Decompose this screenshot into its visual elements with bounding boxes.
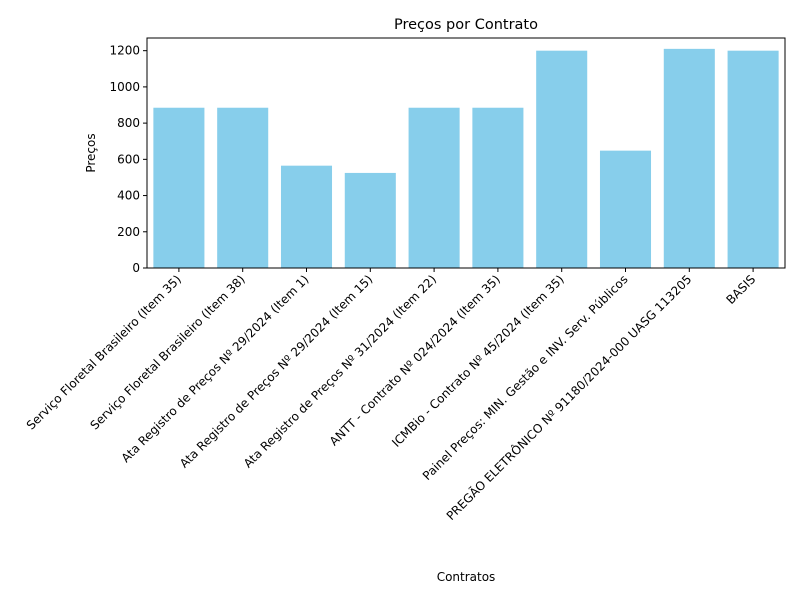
y-tick-label: 200 <box>117 225 140 239</box>
chart-title: Preços por Contrato <box>394 17 538 33</box>
y-axis-title: Preços <box>84 133 98 172</box>
bar <box>472 107 524 268</box>
bar <box>536 50 588 268</box>
y-tick-label: 1000 <box>109 80 140 94</box>
y-axis: 0 200 400 600 800 1000 1200 <box>109 44 147 275</box>
y-tick-label: 600 <box>117 152 140 166</box>
x-axis-title: Contratos <box>437 570 496 584</box>
y-tick-label: 0 <box>132 261 140 275</box>
y-tick-label: 800 <box>117 116 140 130</box>
bar <box>408 107 460 268</box>
bar <box>153 107 205 268</box>
bar <box>217 107 269 268</box>
plot-frame <box>146 37 786 269</box>
bar <box>727 50 779 268</box>
bars-layer <box>153 48 779 268</box>
x-axis: Serviço Floretal Brasileiro (Item 35)Ser… <box>24 268 758 523</box>
x-tick-label: BASIS <box>723 272 758 307</box>
y-tick-label: 400 <box>117 189 140 203</box>
bar <box>344 172 396 268</box>
bar <box>599 150 652 268</box>
y-tick-label: 1200 <box>109 44 140 58</box>
bar <box>280 165 333 268</box>
x-tick-label: PREGÃO ELETRÔNICO Nº 91180/2024-000 UASG… <box>443 272 694 523</box>
bar <box>663 48 715 268</box>
